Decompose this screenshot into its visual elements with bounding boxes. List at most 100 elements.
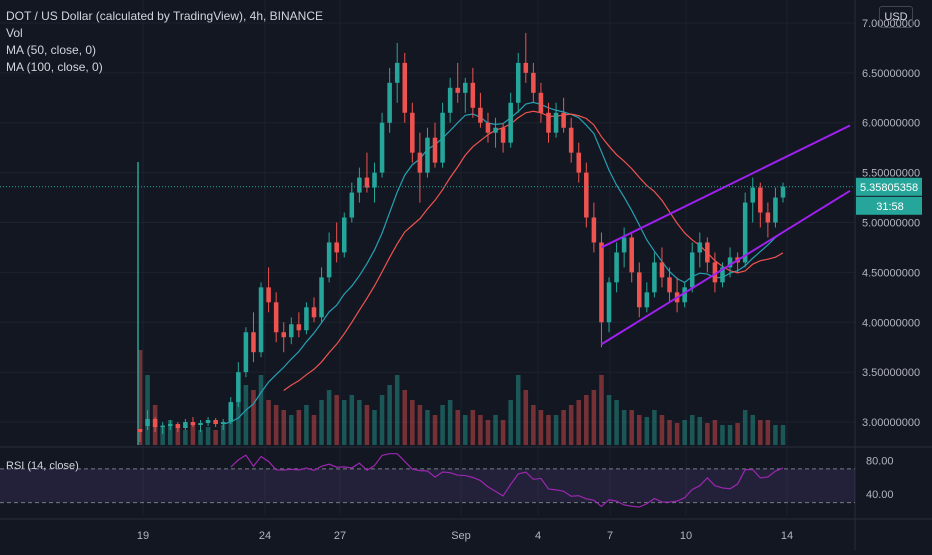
candle-body — [160, 426, 165, 428]
volume-bar — [402, 390, 408, 445]
candle-body — [228, 402, 234, 423]
rsi-tick-label: 40.00 — [866, 489, 894, 501]
volume-bar — [440, 405, 445, 445]
candle — [296, 312, 302, 338]
candle-body — [432, 137, 438, 163]
chart-legend: DOT / US Dollar (calculated by TradingVi… — [6, 8, 323, 76]
candle — [281, 322, 286, 353]
volume-bar — [735, 423, 740, 445]
candle-body — [289, 324, 294, 338]
candle-body — [637, 272, 642, 308]
candle — [455, 62, 460, 103]
candle-body — [447, 87, 453, 113]
volume-bar — [205, 427, 211, 445]
candle-body — [273, 302, 279, 333]
candle — [621, 227, 627, 268]
price-tick-label: 5.50000000 — [862, 168, 920, 180]
candle — [463, 77, 468, 113]
price-tag-value: 5.35805358 — [860, 182, 918, 194]
price-tick-label: 6.00000000 — [862, 118, 920, 130]
candle — [379, 112, 385, 178]
candle-body — [591, 217, 597, 243]
candle-body — [440, 112, 445, 163]
candle-body — [682, 287, 687, 303]
candle — [629, 232, 634, 283]
candle-body — [205, 420, 211, 424]
volume-bar — [697, 417, 703, 445]
candle — [478, 92, 483, 128]
volume-bar — [432, 415, 438, 445]
candle — [470, 67, 476, 118]
volume-bar — [410, 400, 415, 445]
candle — [417, 132, 423, 203]
candle — [500, 122, 506, 153]
time-tick-label: 4 — [535, 530, 541, 542]
candle-body — [614, 252, 619, 283]
candle-body — [765, 212, 771, 223]
volume-bar — [289, 415, 294, 445]
volume-bar — [213, 430, 218, 445]
price-tick-label: 3.00000000 — [862, 417, 920, 429]
candle-body — [152, 419, 158, 428]
volume-bar — [561, 410, 566, 445]
candle-body — [606, 282, 612, 323]
candle — [644, 282, 650, 313]
candle-body — [175, 424, 181, 429]
volume-bar — [637, 415, 642, 445]
legend-title: DOT / US Dollar (calculated by TradingVi… — [6, 9, 324, 23]
volume-bar — [357, 400, 362, 445]
volume-bar — [470, 410, 476, 445]
candle-body — [251, 332, 256, 353]
countdown-value: 31:58 — [876, 201, 904, 213]
volume-bar — [591, 390, 597, 445]
candle-body — [463, 82, 468, 93]
candle-body — [538, 92, 544, 113]
rsi-tick-label: 80.00 — [866, 455, 894, 467]
candle — [568, 117, 574, 163]
candle — [394, 42, 400, 103]
candle-body — [727, 257, 733, 268]
volume-bar — [137, 350, 143, 445]
candle-body — [357, 177, 362, 193]
volume-bar — [689, 415, 695, 445]
volume-bar — [674, 423, 680, 445]
candle — [485, 112, 491, 143]
currency-button[interactable]: USD — [879, 6, 913, 28]
candle-body — [478, 107, 483, 123]
volume-bar — [326, 390, 332, 445]
volume-bar — [584, 395, 589, 445]
candle — [213, 418, 218, 428]
candle-body — [546, 112, 551, 133]
candle-body — [523, 62, 529, 73]
candle-body — [213, 420, 218, 425]
volume-bar — [160, 425, 165, 445]
candle — [712, 252, 718, 293]
volume-bar — [727, 425, 733, 445]
volume-bar — [387, 385, 392, 445]
volume-bar — [568, 405, 574, 445]
candle — [553, 102, 559, 138]
candle — [190, 417, 196, 428]
volume-bar — [198, 430, 203, 445]
volume-bar — [220, 425, 226, 445]
candle-body — [667, 277, 672, 293]
volume-bar — [258, 375, 264, 445]
legend-ma100: MA (100, close, 0) — [6, 60, 103, 74]
candle-body — [243, 332, 249, 373]
volume-bar — [765, 420, 771, 445]
candle-body — [758, 187, 763, 213]
candle-body — [266, 287, 271, 303]
price-tick-label: 6.50000000 — [862, 68, 920, 80]
candle-body — [508, 102, 513, 143]
candle-body — [425, 137, 430, 173]
candle-body — [387, 82, 392, 123]
volume-bar — [296, 410, 302, 445]
candle — [273, 292, 279, 343]
time-tick-label: 19 — [137, 530, 149, 542]
candle-body — [576, 152, 582, 173]
candle — [205, 417, 211, 427]
volume-bar — [500, 420, 506, 445]
candle — [515, 52, 521, 113]
